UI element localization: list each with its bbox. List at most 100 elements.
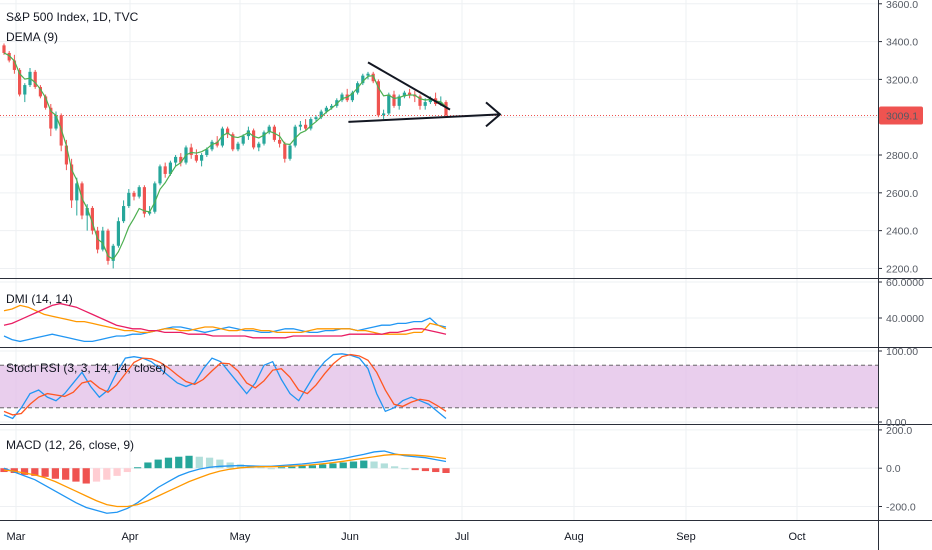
candle-body: [200, 155, 204, 161]
macd-histogram-bar: [216, 459, 224, 469]
candle-body: [293, 126, 297, 146]
candle-body: [174, 156, 178, 163]
y-tick-label: 60.0000: [886, 277, 924, 289]
candle-body: [142, 187, 146, 214]
candle-body: [49, 107, 53, 129]
y-tick-label: 2400.0: [886, 226, 918, 238]
candle-body: [252, 130, 256, 148]
macd-histogram-bar: [390, 466, 399, 469]
dema-polyline: [3, 52, 447, 260]
y-tick-label: 3200.0: [886, 74, 918, 86]
candle-body: [397, 96, 401, 106]
macd-histogram-bar: [277, 467, 286, 469]
candle-body: [75, 183, 79, 201]
macd-histogram-bar: [41, 468, 49, 477]
candle-body: [158, 166, 162, 184]
x-tick-label: Sep: [676, 531, 696, 543]
macd-histogram-bar: [432, 468, 440, 473]
y-tick-label: 200.0: [886, 425, 912, 437]
candle-body: [444, 102, 448, 116]
candle-body: [278, 139, 282, 144]
candle-body: [288, 145, 292, 159]
candle-body: [298, 124, 302, 127]
macd-histogram-bar: [92, 468, 101, 482]
candle-body: [148, 211, 152, 214]
x-tick-label: Jul: [455, 531, 469, 543]
macd-histogram-bar: [0, 468, 8, 473]
candle-body: [85, 207, 89, 216]
macd-histogram-bar: [164, 457, 173, 469]
macd-histogram-bar: [144, 462, 152, 469]
macd-histogram-bar: [72, 468, 80, 482]
candle-body: [236, 143, 240, 150]
candle-body: [402, 92, 406, 97]
dema-indicator-label: DEMA (9): [6, 30, 58, 44]
candle-body: [226, 128, 230, 135]
x-tick-label: Mar: [7, 531, 26, 543]
candle-body: [179, 156, 183, 163]
stoch-rsi-indicator-label: Stoch RSI (3, 3, 14, 14, close): [6, 361, 166, 375]
candle-body: [428, 98, 432, 103]
candle-body: [220, 128, 224, 146]
macd-histogram-bar: [31, 468, 39, 476]
x-tick-label: May: [230, 531, 251, 543]
arrow-right: [485, 101, 502, 128]
candle-body: [132, 192, 136, 197]
macd-histogram-bar: [257, 467, 265, 469]
macd-histogram-bar: [319, 464, 327, 469]
series-line-k: [3, 353, 447, 420]
candle-body: [111, 245, 115, 261]
macd-indicator-label: MACD (12, 26, close, 9): [6, 438, 134, 452]
candle-body: [241, 136, 245, 144]
macd-histogram-bar: [421, 468, 430, 472]
macd-histogram-bar: [360, 460, 368, 469]
macd-histogram-bar: [298, 465, 306, 469]
y-tick-label: 2800.0: [886, 150, 918, 162]
macd-histogram-bar: [134, 467, 142, 469]
macd-histogram-bar: [401, 468, 409, 470]
y-tick-label: 3400.0: [886, 37, 918, 49]
drawing-annotations[interactable]: [348, 61, 502, 128]
y-axis-labels: 3600.03400.03200.03000.02800.02600.02400…: [878, 0, 924, 514]
dema-line: [3, 52, 447, 260]
macd-histogram-bar: [154, 459, 162, 469]
candle-body: [283, 143, 287, 159]
macd-histogram-bar: [123, 468, 131, 473]
y-tick-label: 3600.0: [886, 0, 918, 11]
y-tick-label: 0.0: [886, 463, 901, 475]
candle-body: [376, 81, 380, 116]
candle-body: [231, 134, 235, 150]
candle-body: [194, 155, 198, 161]
grid-lines: [0, 0, 878, 520]
candle-body: [205, 149, 209, 156]
macd-histogram: [0, 455, 450, 484]
stoch-rsi-band-fill: [0, 365, 878, 408]
horizontal-support-line: [348, 113, 501, 123]
candle-body: [340, 94, 344, 101]
candle-body: [33, 71, 37, 87]
candle-body: [23, 85, 27, 95]
candle-body: [350, 92, 354, 101]
y-tick-label: 2600.0: [886, 188, 918, 200]
y-tick-label: 2200.0: [886, 263, 918, 275]
y-tick-label: 0.00: [886, 417, 907, 429]
macd-histogram-bar: [175, 456, 183, 469]
candle-body: [408, 92, 412, 95]
macd-histogram-bar: [370, 461, 378, 469]
candle-body: [96, 230, 100, 250]
candle-body: [439, 102, 443, 104]
candle-body: [137, 187, 141, 197]
candle-body: [257, 143, 261, 148]
macd-histogram-bar: [308, 465, 316, 469]
macd-histogram-bar: [51, 468, 60, 479]
candle-body: [168, 162, 172, 174]
chart-title: S&P 500 Index, 1D, TVC: [6, 10, 139, 24]
x-tick-label: Aug: [564, 531, 584, 543]
macd-histogram-bar: [205, 457, 214, 469]
series-line-adx: [3, 302, 447, 339]
macd-histogram-bar: [380, 463, 388, 469]
y-tick-label: 40.0000: [886, 313, 924, 325]
candle-body: [361, 75, 365, 84]
